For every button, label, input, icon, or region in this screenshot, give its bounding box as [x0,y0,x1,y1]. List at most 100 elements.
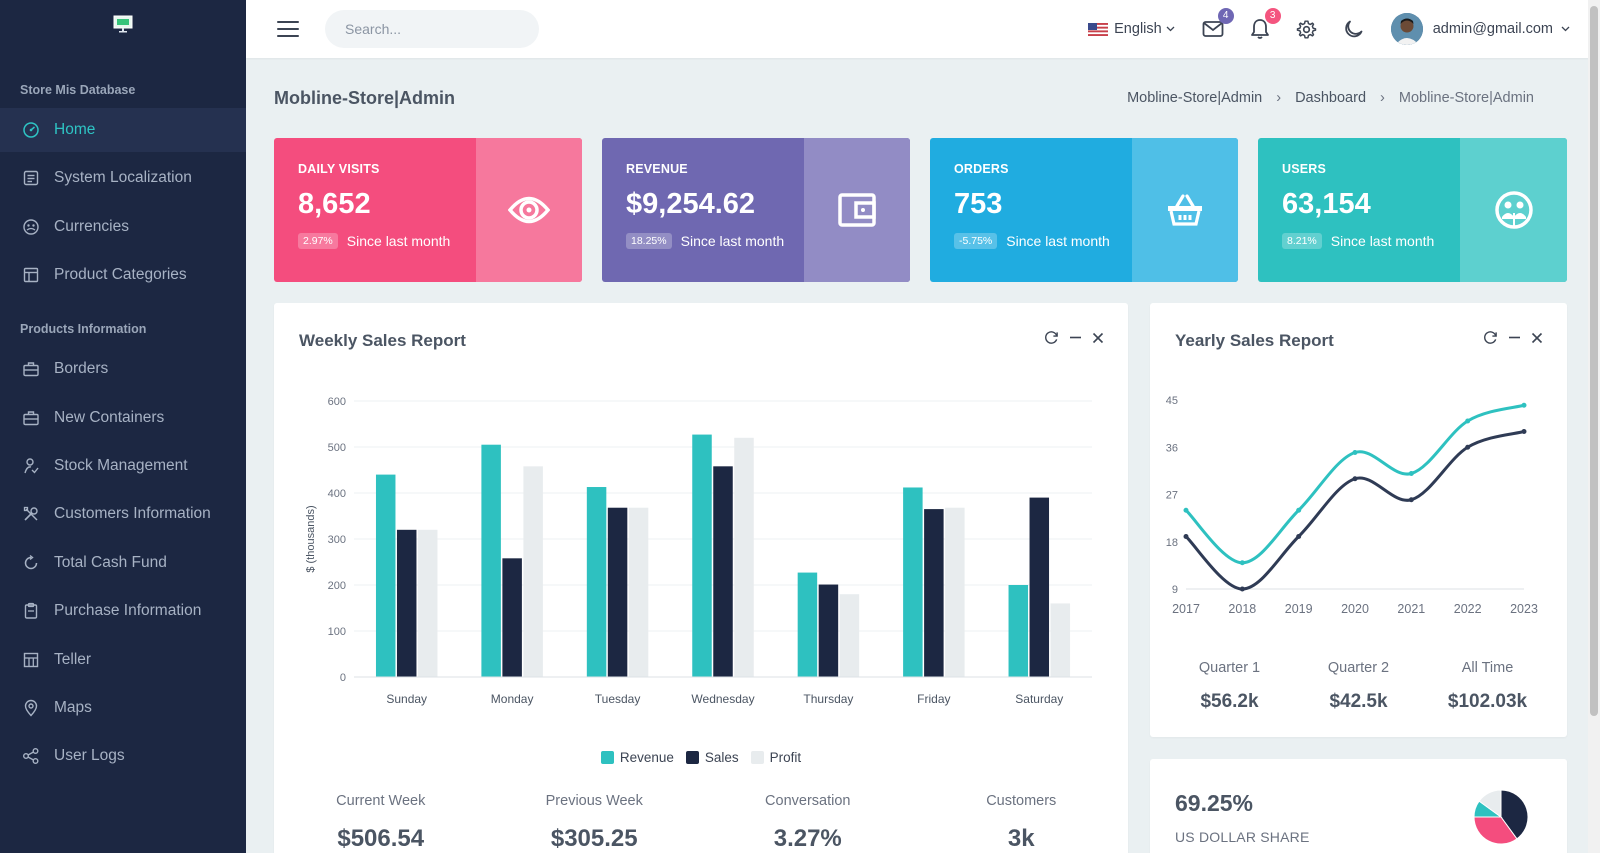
bar-sales[interactable] [924,509,944,677]
bar-revenue[interactable] [692,434,712,677]
breadcrumb-item[interactable]: Dashboard [1295,90,1367,106]
bar-sales[interactable] [502,558,522,677]
bar-profit[interactable] [523,466,543,677]
bar-revenue[interactable] [586,487,607,677]
line-point[interactable] [1521,402,1527,408]
close-icon[interactable] [1092,332,1104,344]
bar-revenue[interactable] [797,572,818,677]
line-point[interactable] [1408,471,1414,476]
legend-swatch [685,751,699,764]
refresh-icon [22,554,40,572]
bar-profit[interactable] [1050,603,1071,677]
sidebar-item-label: Customers Information [54,505,211,523]
bar-revenue[interactable] [903,487,923,677]
sidebar-item-label: New Containers [54,408,165,426]
bar-profit[interactable] [628,507,649,677]
sidebar-item-borders[interactable]: Borders [0,347,246,391]
monitor-logo-icon [113,15,133,33]
sidebar-item-total-cash-fund[interactable]: Total Cash Fund [0,541,246,585]
bar-sales[interactable] [607,507,628,677]
bar-revenue[interactable] [375,474,396,677]
mail-button[interactable]: 4 [1201,8,1234,41]
summary-value: $56.2k [1200,691,1259,712]
bar-sales[interactable] [1029,497,1050,677]
bar-profit[interactable] [839,594,860,677]
line-point[interactable] [1239,586,1245,592]
pie-slice[interactable] [1478,789,1502,818]
sidebar-item-stock-management[interactable]: Stock Management [0,444,246,488]
refresh-icon[interactable] [1044,330,1059,345]
bar-sales[interactable] [713,466,733,677]
scrollbar-thumb[interactable] [1590,6,1598,716]
legend-item[interactable]: Sales [685,750,739,765]
user-email: admin@gmail.com [1432,21,1553,37]
line-point[interactable] [1408,497,1414,503]
legend-item[interactable]: Profit [750,750,801,765]
legend-item[interactable]: Revenue [600,750,674,765]
pie-slice[interactable] [1473,816,1518,845]
language-selector[interactable]: English [1088,21,1175,37]
sidebar-item-label: Stock Management [54,456,188,474]
line-point[interactable] [1352,476,1358,482]
x-tick-label: 2021 [1397,602,1425,616]
avatar [1390,13,1423,45]
minimize-icon[interactable] [1508,331,1521,344]
sidebar-item-label: Currencies [54,217,129,235]
line-point[interactable] [1239,560,1245,566]
line-point[interactable] [1352,450,1358,455]
menu-toggle-icon[interactable] [277,16,299,42]
theme-toggle-button[interactable] [1342,17,1366,41]
yearly-sales-panel: Yearly Sales Report 9 18 27 36 45 2017 2018 201… [1150,303,1567,737]
sidebar-item-system-localization[interactable]: System Localization [0,156,246,200]
x-tick-label: 2022 [1454,602,1482,616]
bar-profit[interactable] [945,507,965,677]
sidebar-item-user-logs[interactable]: User Logs [0,734,246,778]
bar-revenue[interactable] [1008,585,1029,677]
refresh-icon[interactable] [1483,330,1498,345]
search-input[interactable] [345,21,526,37]
chart-legend: Revenue Sales Profit [274,750,1128,765]
line-point[interactable] [1296,534,1302,539]
sidebar-item-home[interactable]: Home [0,108,246,152]
user-menu[interactable]: admin@gmail.com [1390,13,1570,45]
sidebar-section-title: Products Information [20,322,147,337]
close-icon[interactable] [1531,332,1543,344]
bar-profit[interactable] [417,529,438,677]
sidebar-item-maps[interactable]: Maps [0,686,246,730]
line-point[interactable] [1465,418,1471,424]
bar-profit[interactable] [734,437,754,677]
sidebar-item-teller[interactable]: Teller [0,638,246,682]
sidebar-item-label: Total Cash Fund [54,553,167,571]
bar-sales[interactable] [396,529,417,677]
settings-button[interactable] [1295,17,1319,41]
logo[interactable] [0,0,246,60]
sidebar-item-purchase-information[interactable]: Purchase Information [0,589,246,633]
stat-value: $9,254.62 [626,188,756,220]
bar-sales[interactable] [818,584,839,677]
stat-since: Since last month [346,233,451,249]
line-point[interactable] [1521,429,1527,434]
breadcrumb-separator-icon: › [1380,90,1385,106]
sidebar-item-label: Purchase Information [54,602,202,620]
y-tick-label: 100 [328,626,346,638]
notifications-button[interactable]: 3 [1248,8,1281,41]
wallet-icon [838,193,876,227]
sidebar-item-currencies[interactable]: Currencies [0,205,246,249]
line-point[interactable] [1296,507,1302,513]
minimize-icon[interactable] [1069,331,1082,344]
share-label: US DOLLAR SHARE [1175,829,1310,845]
sidebar-item-new-containers[interactable]: New Containers [0,396,246,440]
breadcrumb-item[interactable]: Mobline-Store|Admin [1127,90,1263,106]
x-tick-label: 2017 [1172,602,1200,616]
pie-slice[interactable] [1500,789,1529,840]
sidebar-item-label: User Logs [54,747,125,765]
sidebar-item-customers-information[interactable]: Customers Information [0,492,246,536]
line-point[interactable] [1465,444,1471,450]
bar-revenue[interactable] [481,444,501,677]
line-point[interactable] [1183,534,1189,539]
sidebar-item-product-categories[interactable]: Product Categories [0,253,246,297]
line-series-1 [1184,430,1525,591]
page-scrollbar[interactable] [1588,0,1600,853]
y-tick-label: 600 [328,396,346,408]
line-point[interactable] [1183,507,1189,513]
